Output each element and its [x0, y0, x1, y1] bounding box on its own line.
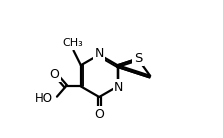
Text: O: O — [50, 68, 60, 81]
Text: O: O — [94, 108, 104, 121]
Text: N: N — [114, 81, 124, 94]
Text: HO: HO — [35, 92, 53, 105]
Text: S: S — [134, 51, 142, 65]
Text: N: N — [95, 47, 104, 60]
Text: CH₃: CH₃ — [62, 38, 83, 48]
